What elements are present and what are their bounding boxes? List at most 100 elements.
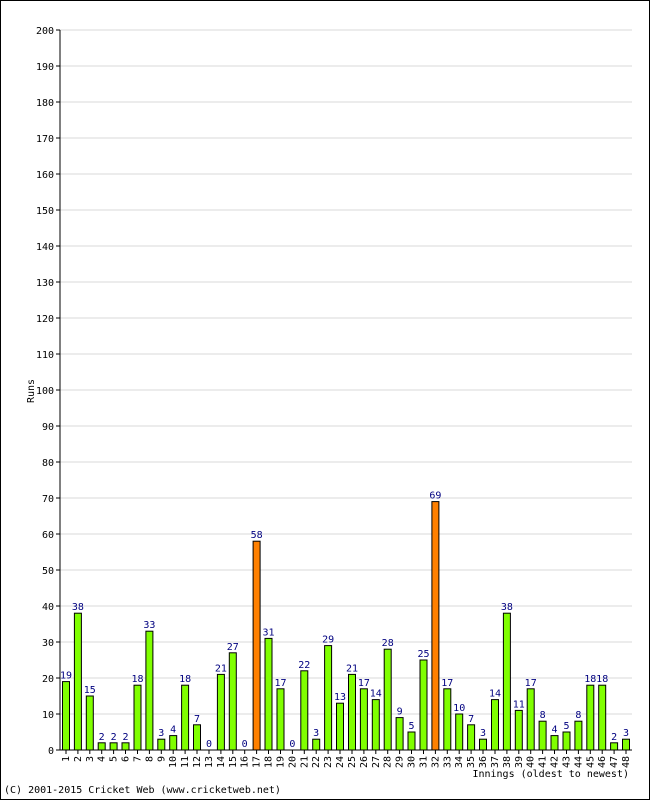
bar-value-label: 5: [408, 721, 414, 732]
bar-value-label: 27: [227, 642, 239, 653]
bar: [62, 681, 70, 751]
bar-value-label: 3: [623, 728, 629, 739]
bar-value-label: 18: [179, 674, 191, 685]
bar: [431, 501, 440, 751]
bar-value-label: 3: [480, 728, 486, 739]
bar: [336, 702, 344, 751]
bar-value-label: 17: [525, 678, 537, 689]
bar: [526, 688, 535, 751]
x-tick-label: 23: [323, 756, 334, 768]
x-tick-label: 30: [407, 756, 418, 768]
x-tick-label: 3: [85, 756, 96, 762]
x-tick-label: 27: [371, 756, 382, 768]
bar-value-label: 8: [575, 710, 581, 721]
bar: [562, 731, 571, 751]
bar: [491, 699, 499, 751]
x-tick-label: 21: [299, 756, 310, 768]
x-tick-label: 41: [538, 756, 549, 768]
bar-value-label: 2: [611, 732, 617, 743]
x-tick-label: 29: [395, 756, 406, 768]
bar: [228, 652, 237, 751]
bar-value-label: 33: [143, 620, 155, 631]
y-tick-label: 20: [42, 674, 54, 685]
bar: [443, 688, 452, 751]
y-tick-label: 200: [36, 26, 54, 37]
bar-value-label: 19: [60, 671, 72, 682]
x-tick-label: 46: [597, 756, 608, 768]
x-tick-label: 24: [335, 756, 346, 768]
x-tick-label: 45: [585, 756, 596, 768]
bar: [157, 738, 166, 751]
bar-value-label: 3: [158, 728, 164, 739]
x-tick-label: 37: [490, 756, 501, 768]
x-tick-label: 36: [478, 756, 489, 768]
y-tick-label: 10: [42, 710, 54, 721]
bar-value-label: 4: [551, 725, 557, 736]
bar-value-label: 2: [111, 732, 117, 743]
bar-value-label: 31: [262, 627, 274, 638]
y-tick-label: 100: [36, 386, 54, 397]
bar-value-label: 38: [501, 602, 513, 613]
x-tick-label: 42: [550, 756, 561, 768]
bar-value-label: 18: [596, 674, 608, 685]
y-tick-label: 160: [36, 170, 54, 181]
bar: [73, 612, 82, 751]
bar-value-label: 17: [358, 678, 370, 689]
x-tick-label: 12: [192, 756, 203, 768]
bar-value-label: 15: [84, 685, 96, 696]
bar-value-label: 9: [397, 707, 403, 718]
x-tick-label: 18: [264, 756, 275, 768]
y-tick-label: 60: [42, 530, 54, 541]
bar: [145, 630, 154, 751]
bar: [193, 724, 201, 751]
bar-value-label: 4: [170, 725, 176, 736]
x-tick-label: 6: [121, 756, 132, 762]
bar-value-label: 25: [417, 649, 429, 660]
bar: [455, 713, 464, 751]
y-tick-label: 40: [42, 602, 54, 613]
bar: [502, 612, 511, 751]
bar: [574, 720, 583, 751]
x-tick-label: 4: [97, 756, 108, 762]
x-tick-label: 40: [526, 756, 537, 768]
bar-value-label: 22: [298, 660, 310, 671]
bar: [598, 684, 607, 751]
bar: [348, 673, 356, 751]
bar: [264, 637, 273, 751]
x-tick-label: 10: [168, 756, 179, 768]
x-tick-label: 39: [514, 756, 525, 768]
bar-value-label: 13: [334, 692, 346, 703]
bar: [359, 688, 368, 751]
x-tick-label: 20: [287, 756, 298, 768]
x-tick-label: 47: [609, 756, 620, 768]
bar-value-label: 11: [513, 699, 525, 710]
bar-value-label: 18: [584, 674, 596, 685]
y-tick-label: 150: [36, 206, 54, 217]
bar: [586, 684, 595, 751]
bar: [479, 738, 487, 751]
x-tick-label: 17: [252, 756, 263, 768]
x-tick-label: 5: [109, 756, 120, 762]
x-tick-label: 16: [240, 756, 251, 768]
y-tick-label: 50: [42, 566, 54, 577]
bar: [252, 540, 261, 751]
bar-value-label: 18: [131, 674, 143, 685]
bar: [383, 648, 392, 751]
x-tick-label: 26: [359, 756, 370, 768]
bar: [276, 688, 285, 751]
x-tick-label: 11: [180, 756, 191, 768]
bar-value-label: 14: [489, 689, 501, 700]
y-tick-label: 140: [36, 242, 54, 253]
bar: [514, 709, 523, 751]
x-tick-label: 2: [73, 756, 84, 762]
x-tick-label: 38: [502, 756, 513, 768]
bar: [324, 645, 333, 751]
bar: [550, 735, 559, 751]
bar: [169, 735, 178, 751]
x-tick-label: 14: [216, 756, 227, 768]
bar-value-label: 2: [122, 732, 128, 743]
bar: [216, 673, 225, 751]
bar: [371, 699, 380, 751]
x-tick-label: 7: [133, 756, 144, 762]
